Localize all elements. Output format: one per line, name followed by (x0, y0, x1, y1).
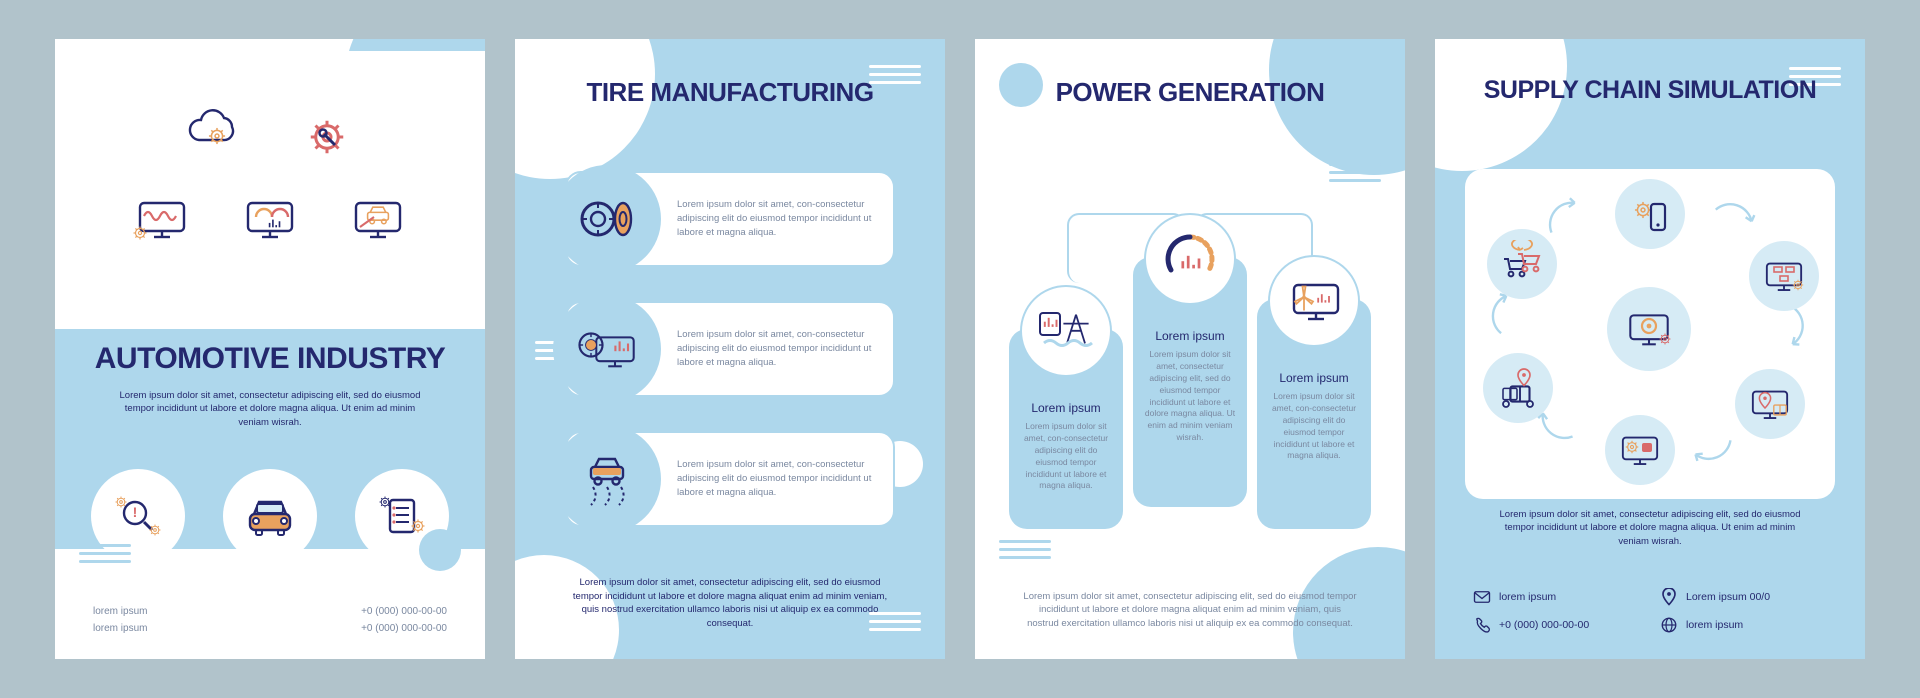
panel3-footer-text: Lorem ipsum dolor sit amet, consectetur … (1023, 590, 1357, 631)
panel-power: POWER GENERATION Lorem ipsum Lorem ipsum… (975, 39, 1405, 659)
footer-address: Lorem ipsum 00/0 (1686, 591, 1770, 603)
monitor-gauge-icon (231, 187, 309, 251)
hydro-chart-icon (1020, 285, 1112, 377)
col-label: Lorem ipsum (1143, 329, 1237, 343)
hub-flow-gear-icon (1749, 241, 1819, 311)
footer-text: lorem ipsum (93, 606, 147, 617)
hub-gear-bag-icon (1605, 415, 1675, 485)
footer-phone: +0 (000) 000-00-00 (1499, 619, 1589, 631)
car-front-icon (223, 469, 317, 563)
panel2-card-1: Lorem ipsum dolor sit amet, con-consecte… (565, 171, 895, 267)
monitor-car-icon (339, 187, 417, 251)
tire-monitor-icon (553, 295, 661, 403)
card-text: Lorem ipsum dolor sit amet, con-consecte… (677, 458, 877, 499)
footer-text: lorem ipsum (93, 623, 147, 634)
panel3-title: POWER GENERATION (975, 79, 1405, 106)
footer-email: lorem ipsum (1499, 591, 1556, 603)
card-text: Lorem ipsum dolor sit amet, con-consecte… (677, 198, 877, 239)
hub-map-box-icon (1735, 369, 1805, 439)
col-label: Lorem ipsum (1019, 401, 1113, 415)
footer-phone: +0 (000) 000-00-00 (361, 606, 447, 617)
panel4-summary-text: Lorem ipsum dolor sit amet, consectetur … (1489, 508, 1811, 549)
panel3-col-right: Lorem ipsum Lorem ipsum dolor sit amet, … (1257, 299, 1371, 529)
car-skid-icon (553, 425, 661, 533)
panel2-title: TIRE MANUFACTURING (515, 79, 945, 106)
hub-center-icon (1607, 287, 1691, 371)
gear-wrench-icon (295, 105, 359, 169)
panel1-desc: Lorem ipsum dolor sit amet, consectetur … (117, 389, 423, 430)
footer-web: lorem ipsum (1686, 619, 1743, 631)
panel-tire: TIRE MANUFACTURING Lorem ipsum dolor sit… (515, 39, 945, 659)
phone-icon (1473, 616, 1491, 634)
globe-icon (1660, 616, 1678, 634)
svg-text:!: ! (133, 504, 138, 520)
panel4-diagram (1465, 169, 1835, 499)
panel4-footer: lorem ipsum Lorem ipsum 00/0 +0 (000) 00… (1435, 563, 1865, 659)
footer-phone: +0 (000) 000-00-00 (361, 623, 447, 634)
wind-chart-icon (1268, 255, 1360, 347)
panel-automotive: AUTOMOTIVE INDUSTRY Lorem ipsum dolor si… (55, 39, 485, 659)
brochure-stage: AUTOMOTIVE INDUSTRY Lorem ipsum dolor si… (55, 39, 1865, 659)
card-text: Lorem ipsum dolor sit amet, con-consecte… (677, 328, 877, 369)
panel2-card-3: Lorem ipsum dolor sit amet, con-consecte… (565, 431, 895, 527)
hub-cart-arrows-icon (1487, 229, 1557, 299)
tire-pair-icon (553, 165, 661, 273)
hub-warehouse-pin-icon (1483, 353, 1553, 423)
mail-icon (1473, 588, 1491, 606)
gauge-bars-icon (1144, 213, 1236, 305)
col-text: Lorem ipsum dolor sit amet, con-consecte… (1267, 391, 1361, 462)
panel2-footer-text: Lorem ipsum dolor sit amet, consectetur … (565, 576, 895, 631)
monitor-wave-icon (123, 187, 201, 251)
cloud-gear-icon (181, 105, 253, 169)
panel4-title: SUPPLY CHAIN SIMULATION (1435, 77, 1865, 103)
panel1-footer: lorem ipsum lorem ipsum +0 (000) 000-00-0… (55, 581, 485, 659)
col-label: Lorem ipsum (1267, 371, 1361, 385)
hub-gear-phone-icon (1615, 179, 1685, 249)
panel-supply: SUPPLY CHAIN SIMULATION Lorem ips (1435, 39, 1865, 659)
panel1-title: AUTOMOTIVE INDUSTRY (55, 343, 485, 375)
col-text: Lorem ipsum dolor sit amet, consectetur … (1143, 349, 1237, 444)
panel3-col-center: Lorem ipsum Lorem ipsum dolor sit amet, … (1133, 257, 1247, 507)
col-text: Lorem ipsum dolor sit amet, con-consecte… (1019, 421, 1113, 492)
panel3-col-left: Lorem ipsum Lorem ipsum dolor sit amet, … (1009, 329, 1123, 529)
pin-icon (1660, 588, 1678, 606)
panel2-card-2: Lorem ipsum dolor sit amet, con-consecte… (565, 301, 895, 397)
